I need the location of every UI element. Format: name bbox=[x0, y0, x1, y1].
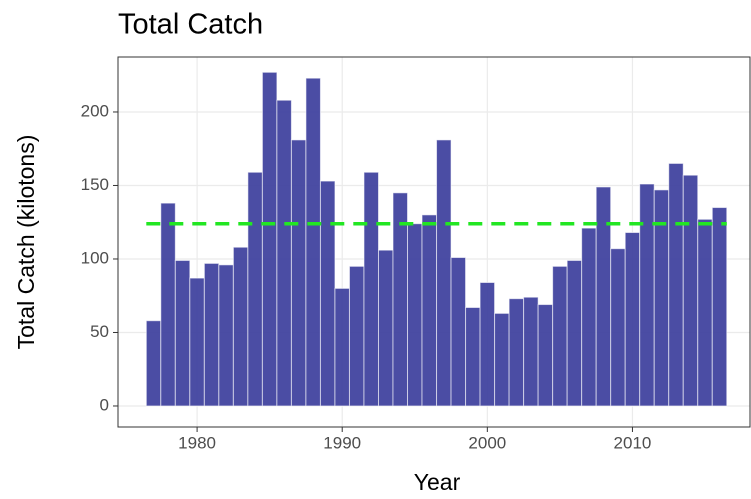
bar bbox=[450, 257, 467, 407]
bar bbox=[290, 139, 307, 407]
bar bbox=[334, 287, 350, 407]
bar bbox=[145, 320, 162, 407]
bar bbox=[305, 77, 321, 407]
bar bbox=[523, 296, 539, 407]
bar bbox=[465, 306, 481, 407]
bar bbox=[581, 227, 597, 407]
bar bbox=[319, 180, 336, 407]
bar bbox=[363, 171, 379, 407]
bar bbox=[639, 183, 655, 407]
bar bbox=[479, 281, 496, 407]
y-axis-label: Total Catch (kilotons) bbox=[13, 135, 39, 350]
x-tick-label: 1990 bbox=[323, 433, 361, 452]
bar bbox=[203, 262, 220, 407]
bar bbox=[377, 249, 394, 407]
bar bbox=[668, 162, 684, 407]
bar bbox=[247, 171, 263, 407]
bar bbox=[232, 246, 249, 407]
x-axis-label: Year bbox=[414, 469, 461, 495]
plot-border bbox=[117, 56, 751, 428]
bar bbox=[436, 139, 452, 407]
bar bbox=[552, 265, 568, 407]
bar bbox=[174, 259, 191, 407]
bar bbox=[160, 202, 176, 407]
y-tick-label: 150 bbox=[81, 175, 109, 194]
bar bbox=[566, 259, 583, 407]
bar bbox=[682, 174, 699, 407]
bar bbox=[276, 99, 292, 407]
y-tick-label: 200 bbox=[81, 101, 109, 120]
bar bbox=[218, 264, 234, 407]
bar bbox=[189, 277, 205, 407]
bar bbox=[697, 218, 713, 407]
bar bbox=[508, 298, 525, 407]
bar bbox=[537, 304, 554, 407]
bar bbox=[421, 214, 438, 407]
bar bbox=[610, 248, 626, 407]
bar bbox=[348, 265, 365, 407]
chart-title: Total Catch bbox=[118, 9, 263, 41]
y-tick-label: 50 bbox=[90, 322, 109, 341]
bar bbox=[711, 207, 728, 407]
bar bbox=[407, 223, 423, 407]
y-tick-label: 100 bbox=[81, 248, 109, 267]
bar bbox=[261, 71, 278, 407]
x-tick-label: 1980 bbox=[178, 433, 216, 452]
x-tick-label: 2010 bbox=[614, 433, 652, 452]
bar bbox=[624, 232, 641, 407]
bar bbox=[595, 186, 612, 407]
y-tick-label: 0 bbox=[100, 395, 109, 414]
x-tick-label: 2000 bbox=[468, 433, 506, 452]
bar bbox=[494, 312, 510, 407]
